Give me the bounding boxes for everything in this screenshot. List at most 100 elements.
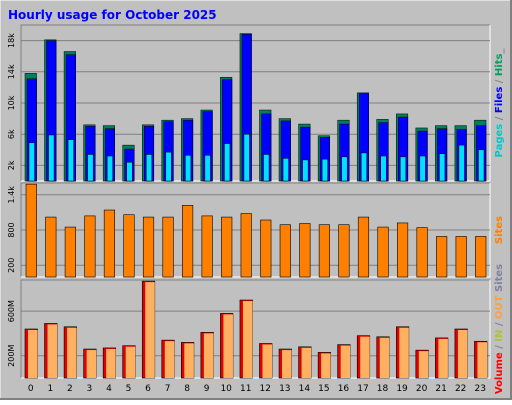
- volume-bar-front: [106, 348, 116, 378]
- x-tick-label: 7: [165, 384, 171, 394]
- x-tick-label: 23: [475, 384, 486, 394]
- panel-0-side-label-part: Files: [494, 87, 505, 113]
- panel-1-border-light: [21, 183, 491, 278]
- sites-bar: [182, 205, 194, 278]
- x-tick-label: 5: [126, 384, 132, 394]
- volume-bar-front: [379, 337, 390, 378]
- panel-0-ytick-label: 2k: [7, 160, 16, 170]
- volume-bar-front: [125, 346, 136, 378]
- panel-2-border-dark: [20, 279, 490, 378]
- volume-bar-front: [86, 350, 97, 378]
- panel-1-ytick-label: 1.4k: [7, 186, 16, 204]
- pages-bar: [439, 153, 446, 182]
- panel-0-side-label: Pages / Files / Hits_: [494, 49, 505, 158]
- sites-bar: [338, 224, 350, 278]
- sites-bar: [84, 215, 96, 278]
- volume-bar-front: [164, 341, 175, 378]
- pages-bar: [478, 149, 485, 182]
- sites-bar: [299, 223, 311, 278]
- x-tick-label: 8: [184, 384, 190, 394]
- pages-bar: [380, 155, 387, 182]
- pages-bar: [185, 155, 192, 182]
- panel-0-border-dark: [20, 24, 490, 181]
- sites-bar: [201, 215, 213, 278]
- panel-0-side-label-part: /: [494, 76, 505, 87]
- panel-2-area: [21, 280, 490, 378]
- x-tick-label: 12: [260, 384, 271, 394]
- sites-bar: [436, 236, 448, 278]
- panel-0-side-label-part: _: [494, 49, 505, 54]
- panel-2-ytick-label: 600M: [7, 300, 16, 322]
- panel-2-side-label-part: /: [494, 342, 505, 353]
- volume-bar-front: [28, 330, 38, 378]
- sites-bar: [396, 222, 409, 278]
- sites-bar: [416, 227, 428, 278]
- volume-bar-front: [47, 324, 58, 378]
- panel-2-side-label-part: Sites: [494, 264, 505, 296]
- volume-bar-front: [418, 351, 429, 378]
- volume-bar-front: [67, 327, 77, 378]
- sites-bar: [318, 224, 330, 278]
- panel-0-side-label-part: /: [494, 113, 505, 124]
- panel-2-side-label-part: /: [494, 319, 505, 330]
- volume-bar-front: [282, 350, 292, 378]
- x-tick-label: 19: [396, 384, 408, 394]
- panel-0-ytick-label: 14k: [7, 64, 16, 79]
- volume-bar-front: [203, 333, 214, 378]
- sites-bar: [64, 226, 76, 278]
- volume-bar-front: [145, 282, 155, 378]
- x-tick-label: 20: [416, 384, 428, 394]
- pages-bar: [243, 133, 250, 182]
- panel-2-ytick-label: 200M: [7, 345, 16, 367]
- x-tick-label: 14: [299, 384, 311, 394]
- panel-1-ytick-label: 200: [7, 258, 16, 273]
- sites-bar: [377, 226, 389, 278]
- panel-0-side-label-part: Pages: [494, 124, 505, 158]
- sites-bar: [279, 224, 291, 278]
- pages-bar: [224, 143, 231, 182]
- panel-2-side-label-part: IN: [494, 330, 505, 342]
- volume-bar-front: [438, 338, 448, 378]
- panel-2-side-label-part: Volume: [494, 352, 505, 394]
- pages-bar: [48, 134, 55, 182]
- x-tick-label: 22: [455, 384, 466, 394]
- pages-bar: [204, 155, 211, 182]
- x-tick-label: 13: [279, 384, 290, 394]
- volume-bar-front: [321, 353, 331, 378]
- panel-1-side-label: Sites: [494, 216, 505, 244]
- x-tick-label: 2: [67, 384, 73, 394]
- pages-bar: [146, 154, 153, 182]
- panel-0-ytick-label: 18k: [7, 33, 16, 48]
- x-tick-label: 6: [145, 384, 151, 394]
- volume-bar-front: [223, 314, 233, 378]
- sites-bar: [240, 213, 252, 278]
- panel-1-border-dark: [20, 182, 490, 277]
- volume-bar-front: [457, 330, 468, 378]
- pages-bar: [341, 156, 348, 182]
- x-tick-label: 11: [240, 384, 251, 394]
- panel-0-ytick-label: 10k: [7, 95, 16, 110]
- panel-1-ytick-label: 800: [7, 222, 16, 237]
- pages-bar: [458, 144, 465, 182]
- pages-bar: [263, 154, 270, 182]
- panel-2-border-light: [21, 280, 491, 379]
- pages-bar: [106, 155, 113, 182]
- sites-bar: [162, 216, 174, 278]
- sites-bar: [455, 236, 467, 278]
- volume-bar-front: [301, 347, 312, 378]
- volume-bar-front: [184, 343, 194, 378]
- x-tick-label: 18: [377, 384, 389, 394]
- pages-bar: [282, 158, 289, 182]
- volume-bar-front: [262, 344, 273, 378]
- pages-bar: [87, 154, 94, 182]
- sites-bar: [103, 209, 116, 278]
- x-tick-label: 9: [204, 384, 210, 394]
- panel-1-side-label-part: Sites: [494, 216, 505, 244]
- sites-bar: [260, 219, 272, 278]
- pages-bar: [419, 155, 426, 182]
- pages-bar: [67, 139, 74, 182]
- panel-0-ytick-label: 6k: [7, 129, 16, 139]
- sites-bar: [357, 216, 370, 278]
